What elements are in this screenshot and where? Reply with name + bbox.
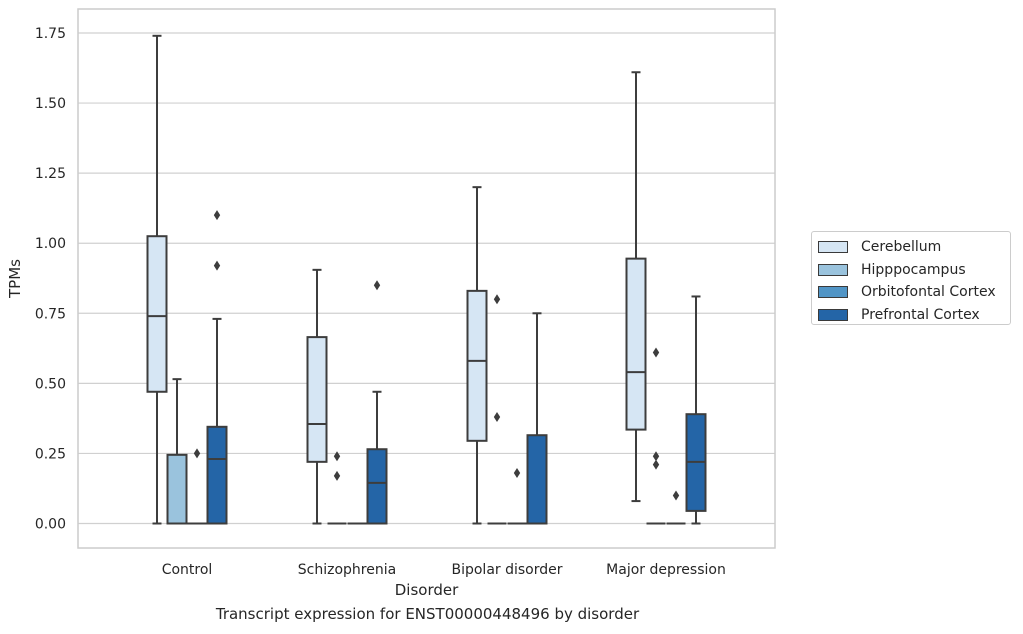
box-2-2 (507, 468, 527, 525)
x-axis-ticks: Control Schizophrenia Bipolar disorder Majo… (162, 562, 726, 578)
y-tick-label: 0.00 (35, 517, 66, 533)
box-3-1 (366, 280, 388, 525)
box-plot-marks (146, 34, 707, 525)
y-axis-ticks: 0.00 0.25 0.50 0.75 1.00 1.25 1.50 1.75 (35, 26, 66, 533)
gridlines (78, 32, 775, 525)
outlier-point (213, 260, 221, 271)
legend-swatch (818, 286, 848, 299)
x-tick-label: Control (162, 562, 213, 578)
legend-label: Prefrontal Cortex (861, 306, 980, 323)
legend-item: Orbitofontal Cortex (818, 281, 1010, 304)
box-2-3 (666, 490, 686, 525)
plot-frame (77, 8, 776, 549)
outlier-point (652, 347, 660, 358)
legend-swatch (818, 241, 848, 254)
box-1-3 (646, 347, 666, 525)
y-tick-label: 0.75 (35, 306, 66, 322)
outlier-point (672, 490, 680, 501)
x-axis-label: Disorder (395, 581, 459, 599)
box-0-0 (146, 34, 168, 525)
box-1-2 (487, 294, 507, 525)
legend-item: Prefrontal Cortex (818, 304, 1010, 327)
legend-label: Hipppocampus (861, 261, 966, 278)
box-0-3 (625, 71, 647, 503)
box-3-3 (685, 295, 707, 525)
chart-caption: Transcript expression for ENST0000044849… (215, 605, 640, 623)
box-2-0 (187, 448, 207, 525)
x-tick-label: Major depression (606, 562, 726, 578)
box-0-2 (466, 186, 488, 525)
box-3-0 (206, 210, 228, 525)
box-1-1 (327, 451, 347, 525)
box-body (206, 425, 228, 525)
y-tick-label: 1.50 (35, 96, 66, 112)
legend-label: Cerebellum (861, 239, 942, 256)
box-1-0 (166, 378, 188, 525)
y-axis-label: TPMs (6, 259, 24, 299)
outlier-point (193, 448, 201, 459)
box-body (466, 289, 488, 442)
outlier-point (373, 280, 381, 291)
legend-item: Hipppocampus (818, 259, 1010, 282)
box-0-1 (306, 268, 328, 525)
box-3-2 (526, 312, 548, 525)
outlier-point (493, 411, 501, 422)
y-tick-label: 1.25 (35, 166, 66, 182)
legend-swatch (818, 263, 848, 276)
box-body (526, 434, 548, 525)
outlier-point (333, 451, 341, 462)
box-body (625, 257, 647, 431)
outlier-point (513, 468, 521, 479)
legend-swatch (818, 308, 848, 321)
outlier-point (493, 294, 501, 305)
legend-label: Orbitofontal Cortex (861, 284, 996, 301)
outlier-point (333, 470, 341, 481)
outlier-point (213, 210, 221, 221)
x-tick-label: Bipolar disorder (451, 562, 562, 578)
outlier-point (652, 459, 660, 470)
box-body (306, 336, 328, 463)
legend: Cerebellum Hipppocampus Orbitofontal Corte… (811, 231, 1011, 325)
y-tick-label: 1.75 (35, 26, 66, 42)
x-tick-label: Schizophrenia (298, 562, 396, 578)
legend-item: Cerebellum (818, 236, 1010, 259)
outlier-point (652, 451, 660, 462)
box-body (166, 453, 188, 525)
y-tick-label: 1.00 (35, 236, 66, 252)
y-tick-label: 0.25 (35, 446, 66, 462)
box-body (146, 235, 168, 393)
box-body (366, 448, 388, 525)
y-tick-label: 0.50 (35, 376, 66, 392)
